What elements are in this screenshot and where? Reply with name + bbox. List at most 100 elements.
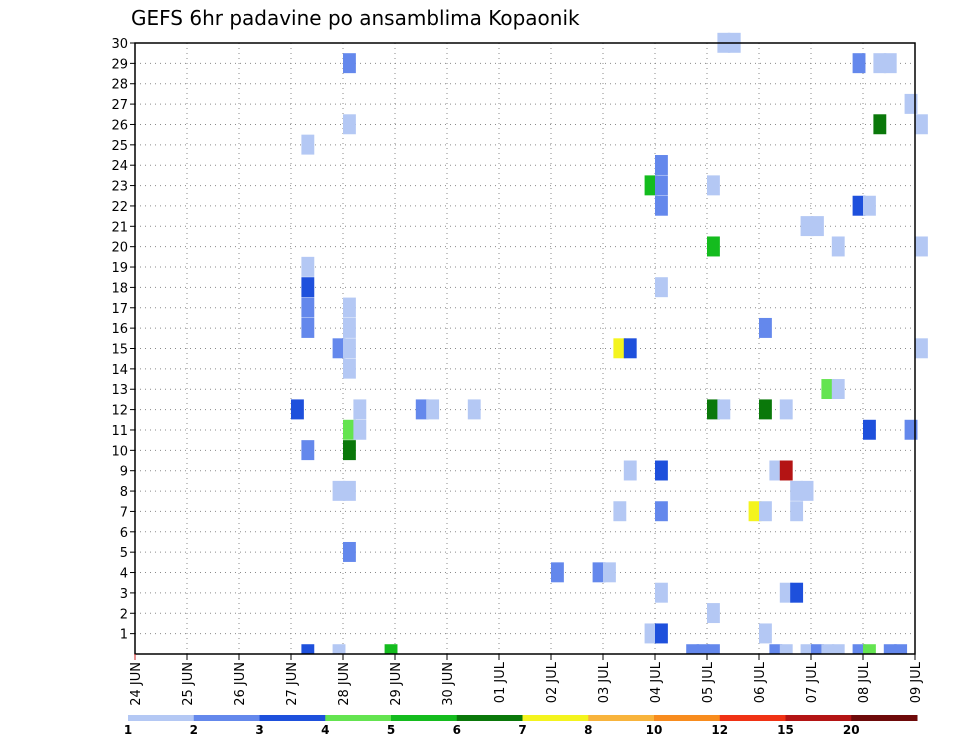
ensemble-cell: [415, 399, 429, 420]
ensemble-cell: [707, 603, 720, 624]
chart-title: GEFS 6hr padavine po ansamblima Kopaonik: [131, 6, 580, 30]
ensemble-cell: [863, 419, 876, 440]
ensemble-cell: [915, 338, 928, 359]
ensemble-cell: [686, 644, 700, 654]
ensemble-cell: [301, 297, 315, 318]
ensemble-cell: [332, 644, 346, 654]
ensemble-cell: [707, 175, 720, 196]
ensemble-cell: [779, 644, 793, 654]
ensemble-cell: [707, 399, 720, 420]
grid-lines: [135, 42, 915, 654]
y-tick-label: 16: [111, 322, 128, 337]
ensemble-cell: [790, 501, 804, 522]
ensemble-cell: [343, 317, 356, 338]
colorbar-label: 1: [124, 723, 132, 737]
colorbar-segment: [456, 715, 523, 721]
ensemble-cell: [291, 399, 304, 420]
y-tick-label: 23: [111, 180, 128, 195]
ensemble-cell: [800, 480, 814, 501]
colorbar-segment: [588, 715, 655, 721]
ensemble-cell: [873, 53, 887, 74]
ensemble-cell: [811, 644, 824, 654]
x-tick-label: 28 JUN: [337, 662, 352, 706]
ensemble-cell: [707, 236, 720, 257]
ensemble-cell: [779, 399, 793, 420]
x-tick-label: 08 JUL: [857, 661, 872, 703]
y-axis: 1234567891011121314151617181920212223242…: [111, 37, 135, 643]
x-tick-label: 06 JUL: [753, 661, 768, 703]
ensemble-cell: [852, 644, 866, 654]
x-tick-label: 09 JUL: [909, 661, 924, 703]
x-tick-label: 27 JUN: [285, 662, 300, 706]
y-tick-label: 29: [111, 57, 128, 72]
ensemble-cell: [332, 480, 346, 501]
ensemble-cell: [852, 195, 866, 216]
ensemble-cell: [759, 501, 772, 522]
x-tick-label: 24 JUN: [129, 662, 144, 706]
ensemble-cell: [332, 338, 346, 359]
ensemble-cell: [863, 195, 876, 216]
ensemble-cell: [301, 134, 315, 155]
ensemble-cell: [343, 338, 356, 359]
ensemble-cell: [800, 644, 814, 654]
x-tick-label: 26 JUN: [233, 662, 248, 706]
y-tick-label: 4: [120, 567, 128, 582]
colorbar-segment: [325, 715, 392, 721]
ensemble-cell: [603, 562, 616, 583]
ensemble-cell: [811, 216, 824, 237]
ensemble-cell: [821, 379, 835, 400]
ensemble-cell: [759, 623, 772, 644]
x-tick-label: 04 JUL: [649, 661, 664, 703]
colorbar-label: 5: [387, 723, 395, 737]
colorbar-segment: [128, 715, 195, 721]
ensemble-cell: [343, 297, 356, 318]
y-tick-label: 22: [111, 200, 128, 215]
x-tick-label: 05 JUL: [701, 661, 716, 703]
x-tick-label: 30 JUN: [441, 662, 456, 706]
colorbar-segment: [259, 715, 326, 721]
ensemble-cell: [707, 644, 720, 654]
ensemble-cell: [343, 480, 356, 501]
colorbar-label: 7: [518, 723, 526, 737]
ensemble-cell: [873, 114, 887, 135]
y-tick-label: 28: [111, 78, 128, 93]
ensemble-cell: [655, 623, 668, 644]
ensemble-cell: [644, 175, 658, 196]
ensemble-cell: [353, 419, 367, 440]
ensemble-cell: [800, 216, 814, 237]
ensemble-cell: [894, 644, 908, 654]
ensemble-cell: [343, 114, 356, 135]
ensemble-cell: [790, 480, 804, 501]
ensemble-cell: [831, 644, 845, 654]
y-tick-label: 8: [120, 485, 128, 500]
ensemble-cell: [831, 379, 845, 400]
x-tick-label: 01 JUL: [493, 661, 508, 703]
y-tick-label: 15: [111, 343, 128, 358]
y-tick-label: 11: [111, 424, 128, 439]
y-tick-label: 2: [120, 607, 128, 622]
ensemble-cell: [467, 399, 481, 420]
x-tick-label: 07 JUL: [805, 661, 820, 703]
ensemble-cell: [592, 562, 606, 583]
ensemble-cell: [655, 277, 668, 298]
ensemble-cell: [779, 582, 793, 603]
ensemble-cell: [384, 644, 398, 654]
colorbar-label: 6: [453, 723, 461, 737]
y-tick-label: 10: [111, 444, 128, 459]
ensemble-cell: [301, 440, 315, 461]
ensemble-cell: [915, 236, 928, 257]
ensemble-cell: [821, 644, 835, 654]
ensemble-cell: [426, 399, 440, 420]
colorbar-label: 3: [255, 723, 263, 737]
colorbar-label: 20: [843, 723, 860, 737]
ensemble-cell: [655, 460, 668, 481]
y-tick-label: 1: [120, 628, 128, 643]
ensemble-cell: [655, 501, 668, 522]
ensemble-cell: [863, 644, 876, 654]
ensemble-cell: [613, 501, 627, 522]
y-tick-label: 7: [120, 505, 128, 520]
ensemble-cell: [655, 582, 668, 603]
colorbar-segment: [391, 715, 458, 721]
colorbar-label: 12: [711, 723, 728, 737]
y-tick-label: 27: [111, 98, 128, 113]
